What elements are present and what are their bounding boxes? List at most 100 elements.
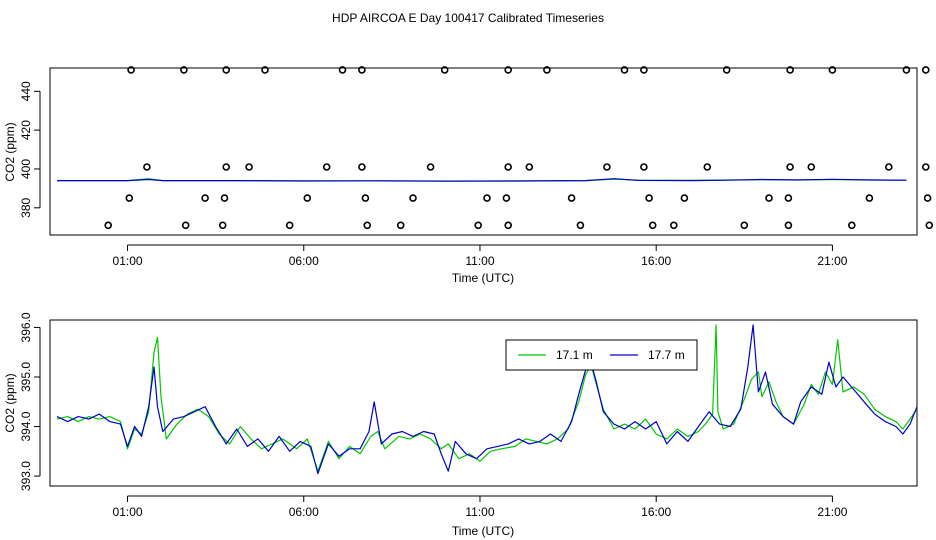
calibration-point <box>180 66 188 74</box>
calibration-point <box>784 194 793 202</box>
calibration-point <box>884 163 893 171</box>
calibration-point <box>784 221 793 230</box>
top-x-tick-label: 21:00 <box>817 254 847 268</box>
top-y-tick-label: 380 <box>19 197 33 217</box>
bottom-x-axis-label: Time (UTC) <box>452 524 514 538</box>
top-x-tick-label: 01:00 <box>113 254 143 268</box>
calibration-point <box>765 194 773 202</box>
calibration-point <box>923 194 932 202</box>
calibration-point <box>921 66 930 74</box>
calibration-point <box>181 221 190 230</box>
calibration-point <box>603 163 611 171</box>
calibration-point <box>104 221 112 230</box>
top-calibration-points <box>104 66 934 230</box>
calibration-point <box>504 66 513 74</box>
calibration-point <box>680 194 689 202</box>
calibration-point <box>921 163 930 171</box>
calibration-point <box>127 66 135 74</box>
calibration-point <box>125 194 134 202</box>
calibration-point <box>807 163 816 171</box>
calibration-point <box>245 163 253 171</box>
calibration-point <box>483 194 491 202</box>
top-baseline-lines <box>57 178 907 182</box>
calibration-point <box>648 221 657 230</box>
calibration-point <box>786 163 794 171</box>
calibration-point <box>218 221 227 230</box>
calibration-point <box>361 194 370 202</box>
bottom-x-tick-label: 01:00 <box>113 505 143 519</box>
top-panel: 01:00 06:00 11:00 16:00 21:00 380 400 420 440 T… <box>3 66 934 285</box>
calibration-point <box>143 163 151 171</box>
bottom-y-axis: 393.0 394.0 395.0 396.0 <box>19 312 41 491</box>
legend: 17.1 m 17.7 m <box>505 339 698 371</box>
bottom-x-axis: 01:00 06:00 11:00 16:00 21:00 <box>113 495 848 519</box>
top-plot-frame <box>49 67 918 236</box>
calibration-point <box>358 163 366 171</box>
calibration-point <box>222 163 230 171</box>
top-x-axis-label: Time (UTC) <box>452 271 514 285</box>
calibration-point <box>703 163 712 171</box>
calibration-point <box>338 66 347 74</box>
bottom-series-lines <box>56 324 918 475</box>
bottom-y-tick-label: 393.0 <box>19 461 33 491</box>
calibration-point <box>640 66 648 74</box>
top-y-tick-label: 400 <box>19 159 33 179</box>
top-y-tick-label: 420 <box>19 120 33 140</box>
calibration-point <box>669 221 678 230</box>
top-series-line-17-7 <box>57 178 907 182</box>
top-x-tick-label: 11:00 <box>465 254 494 268</box>
bottom-y-axis-label: CO2 (ppm) <box>3 373 17 432</box>
calibration-point <box>740 221 749 230</box>
bottom-x-tick-label: 06:00 <box>289 505 319 519</box>
calibration-point <box>902 66 911 74</box>
calibration-point <box>786 66 794 74</box>
calibration-point <box>620 66 629 74</box>
calibration-point <box>396 221 405 230</box>
calibration-point <box>285 221 294 230</box>
calibration-point <box>261 66 269 74</box>
legend-label-17-1: 17.1 m <box>556 348 593 362</box>
calibration-point <box>645 194 653 202</box>
calibration-point <box>222 66 230 74</box>
calibration-point <box>322 163 331 171</box>
top-x-tick-label: 06:00 <box>289 254 319 268</box>
calibration-point <box>504 221 513 230</box>
series-line-17-7 <box>56 324 918 475</box>
calibration-point <box>303 194 312 202</box>
calibration-point <box>722 66 731 74</box>
bottom-y-tick-label: 394.0 <box>19 411 33 441</box>
calibration-point <box>847 221 856 230</box>
calibration-point <box>576 221 585 230</box>
figure-title: HDP AIRCOA E Day 100417 Calibrated Times… <box>332 11 604 25</box>
bottom-panel: 01:00 06:00 11:00 16:00 21:00 393.0 394.0 395.… <box>3 312 918 538</box>
top-y-axis-label: CO2 (ppm) <box>3 122 17 181</box>
calibration-point <box>925 221 934 230</box>
calibration-point <box>567 194 576 202</box>
top-x-axis: 01:00 06:00 11:00 16:00 21:00 <box>113 244 848 268</box>
calibration-point <box>502 194 511 202</box>
calibration-point <box>409 194 417 202</box>
calibration-point <box>865 194 874 202</box>
calibration-point <box>440 66 449 74</box>
calibration-point <box>474 221 483 230</box>
bottom-y-tick-label: 396.0 <box>19 312 33 342</box>
top-x-tick-label: 16:00 <box>641 254 671 268</box>
top-y-tick-label: 440 <box>19 81 33 101</box>
calibration-point <box>543 66 551 74</box>
bottom-y-tick-label: 395.0 <box>19 362 33 392</box>
bottom-x-tick-label: 21:00 <box>817 505 847 519</box>
calibration-point <box>426 163 435 171</box>
calibration-point <box>358 66 366 74</box>
bottom-x-tick-label: 11:00 <box>465 505 494 519</box>
calibration-point <box>363 221 372 230</box>
bottom-plot-frame <box>49 319 918 487</box>
top-y-axis: 380 400 420 440 <box>19 81 41 218</box>
calibration-point <box>640 163 648 171</box>
calibration-point <box>525 163 534 171</box>
bottom-x-tick-label: 16:00 <box>641 505 671 519</box>
calibration-point <box>201 194 209 202</box>
calibration-point <box>828 66 837 74</box>
calibration-point <box>220 194 229 202</box>
calibration-point <box>504 163 513 171</box>
